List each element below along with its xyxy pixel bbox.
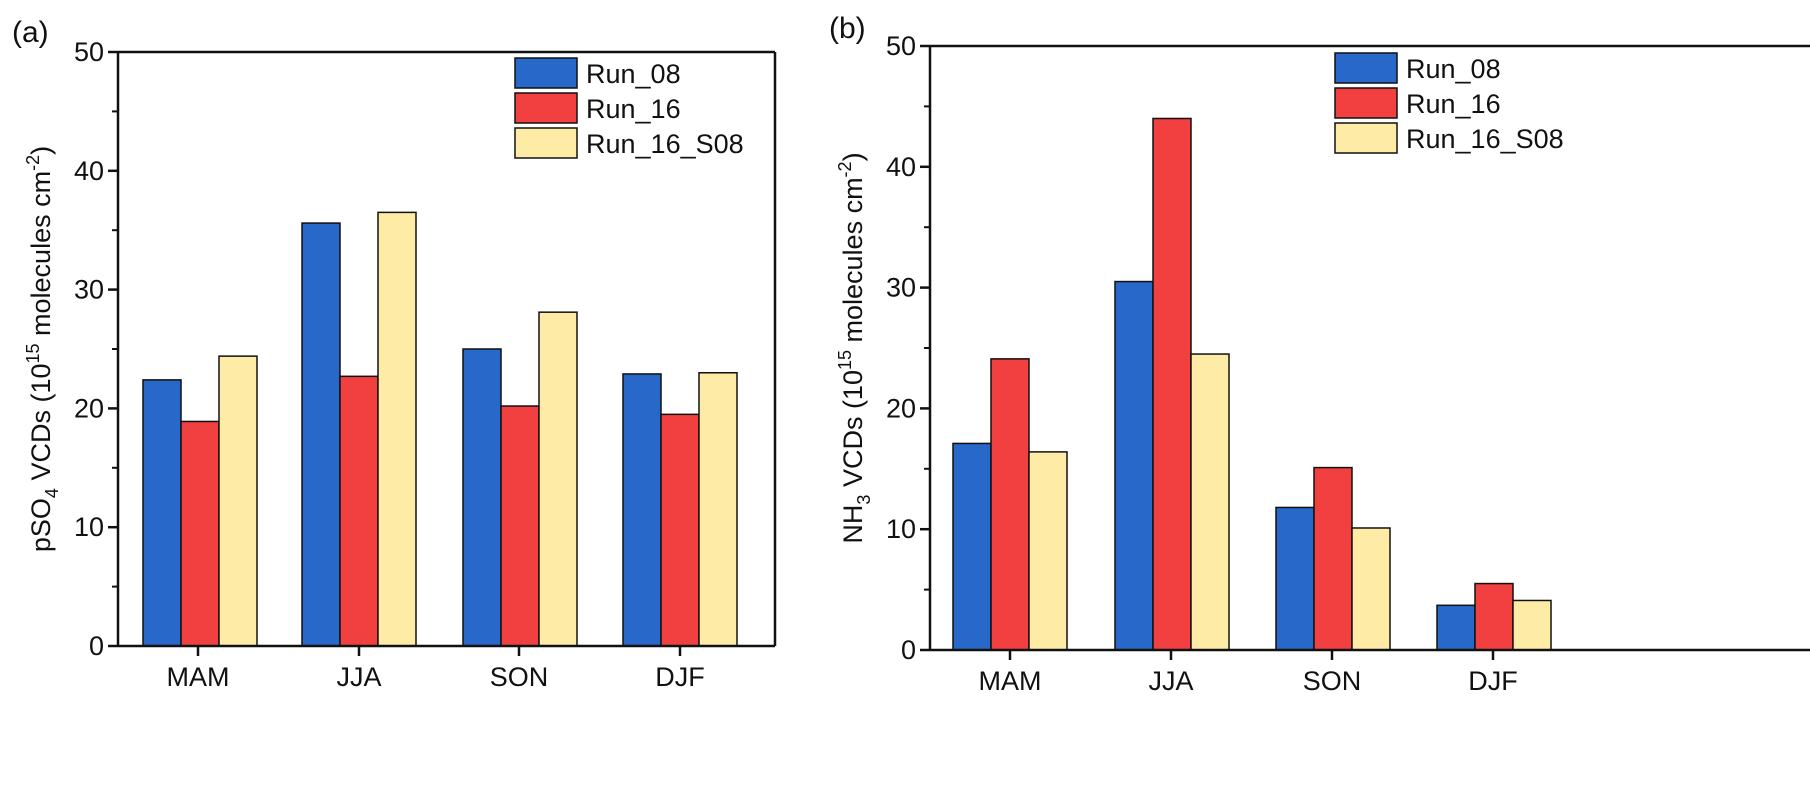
bar-run-08-mam	[953, 443, 991, 650]
panel-label: (b)	[829, 12, 866, 45]
y-axis-title-text: pSO	[26, 498, 56, 552]
y-tick-label: 50	[74, 37, 104, 67]
bar-run-16-djf	[1475, 584, 1513, 650]
y-axis-title-text: molecules cm	[26, 171, 56, 344]
bar-run-16-s08-mam	[219, 356, 257, 646]
bar-run-08-djf	[1437, 605, 1475, 650]
bar-run-16-s08-jja	[378, 212, 416, 646]
y-axis-title-superscript: 15	[23, 343, 43, 363]
y-axis-title-text: VCDs (10	[838, 370, 868, 495]
y-tick-label: 30	[886, 273, 916, 303]
legend-label-run-16-s08: Run_16_S08	[1406, 124, 1564, 154]
legend-label-run-08: Run_08	[586, 59, 681, 89]
legend-label-run-16-s08: Run_16_S08	[586, 129, 744, 159]
y-tick-label: 0	[89, 631, 104, 661]
y-tick-label: 20	[74, 393, 104, 423]
legend-swatch-run-08	[1335, 53, 1397, 83]
legend-swatch-run-16-s08	[1335, 123, 1397, 153]
y-axis-title-superscript: 15	[835, 350, 855, 370]
bar-run-16-mam	[181, 421, 219, 646]
y-axis-title-subscript: 4	[42, 488, 62, 498]
bar-run-16-son	[1314, 468, 1352, 650]
bar-run-08-jja	[1115, 282, 1153, 650]
legend-swatch-run-16-s08	[515, 128, 577, 158]
x-tick-label-jja: JJA	[1148, 666, 1193, 696]
y-tick-label: 10	[886, 514, 916, 544]
y-tick-label: 50	[886, 31, 916, 61]
y-tick-label: 0	[901, 635, 916, 665]
bar-run-16-s08-son	[1352, 528, 1390, 650]
bar-run-16-djf	[661, 414, 699, 646]
bar-run-16-mam	[991, 359, 1029, 650]
x-tick-label-son: SON	[1303, 666, 1362, 696]
y-tick-label: 40	[886, 152, 916, 182]
x-tick-label-son: SON	[490, 662, 549, 692]
bar-run-08-son	[1276, 507, 1314, 650]
x-tick-label-djf: DJF	[1468, 666, 1518, 696]
legend-swatch-run-16	[1335, 88, 1397, 118]
y-axis-title-text: )	[26, 146, 56, 155]
bar-run-16-s08-son	[539, 312, 577, 646]
y-axis-title: NH3 VCDs (1015 molecules cm-2)	[835, 152, 874, 543]
bar-run-16-s08-jja	[1191, 354, 1229, 650]
y-tick-label: 40	[74, 156, 104, 186]
y-axis-title-superscript: -2	[835, 161, 855, 177]
legend-label-run-16: Run_16	[586, 94, 681, 124]
bar-run-16-jja	[1153, 118, 1191, 650]
y-tick-label: 10	[74, 512, 104, 542]
y-axis-title-superscript: -2	[23, 155, 43, 171]
legend-label-run-08: Run_08	[1406, 54, 1501, 84]
bar-run-16-s08-djf	[1513, 600, 1551, 650]
chart-panel-a: (a) 0 10 20 30 40 50 MAM JJA SON DJF pSO4 VCDs (101…	[12, 16, 775, 692]
bar-run-16-son	[501, 406, 539, 646]
bar-run-08-djf	[623, 374, 661, 646]
chart-panel-b: (b) 0 10 20 30 40 50 MAM JJA SON DJF NH3 VCDs (1015…	[829, 12, 1810, 696]
x-tick-label-djf: DJF	[655, 662, 705, 692]
x-tick-label-mam: MAM	[167, 662, 230, 692]
y-axis-title-text: VCDs (10	[26, 364, 56, 489]
y-tick-label: 20	[886, 393, 916, 423]
legend-label-run-16: Run_16	[1406, 89, 1501, 119]
bar-run-08-mam	[143, 380, 181, 646]
legend-swatch-run-08	[515, 58, 577, 88]
bar-run-08-jja	[302, 223, 340, 646]
y-axis-title: pSO4 VCDs (1015 molecules cm-2)	[23, 146, 62, 552]
x-tick-label-jja: JJA	[336, 662, 381, 692]
y-axis-title-text: molecules cm	[838, 177, 868, 350]
bar-run-16-s08-djf	[699, 373, 737, 646]
y-axis-title-text: NH	[838, 505, 868, 544]
legend-swatch-run-16	[515, 93, 577, 123]
bar-run-16-s08-mam	[1029, 452, 1067, 650]
x-tick-label-mam: MAM	[979, 666, 1042, 696]
bar-run-16-jja	[340, 376, 378, 646]
y-tick-label: 30	[74, 275, 104, 305]
y-axis-title-subscript: 3	[854, 495, 874, 505]
panel-label: (a)	[12, 16, 49, 49]
bar-run-08-son	[463, 349, 501, 646]
y-axis-title-text: )	[838, 152, 868, 161]
